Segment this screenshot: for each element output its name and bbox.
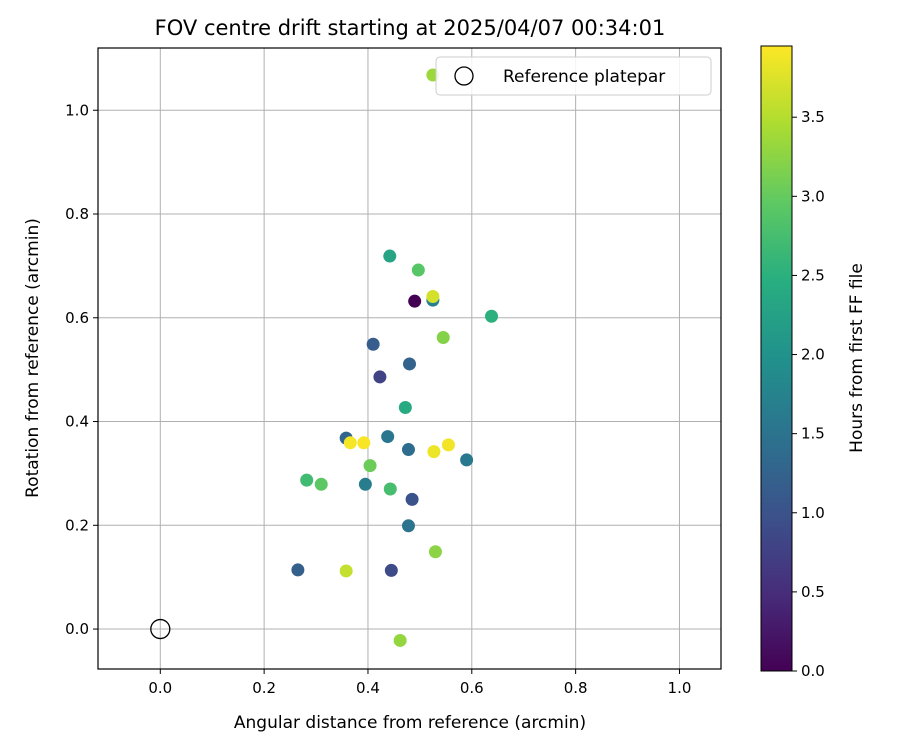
y-axis-ticks: 0.0 0.2 0.4 0.6 0.8 1.0 <box>65 101 98 638</box>
colorbar-tick-label: 2.0 <box>801 346 825 364</box>
colorbar <box>760 45 793 672</box>
data-point <box>441 438 455 452</box>
colorbar-tick-label: 3.0 <box>801 187 825 205</box>
data-point <box>401 443 415 457</box>
colorbar-tick-label: 3.5 <box>801 108 825 126</box>
y-tick-label: 0.8 <box>65 205 89 223</box>
data-point <box>383 482 397 496</box>
colorbar-tick-label: 1.0 <box>801 504 825 522</box>
grid <box>98 48 721 669</box>
legend-marker <box>454 66 474 86</box>
data-point <box>339 564 353 578</box>
x-tick-label: 0.4 <box>356 679 380 697</box>
colorbar-tick-label: 0.5 <box>801 583 825 601</box>
reference-platepar-marker <box>150 618 171 640</box>
data-point <box>373 370 387 384</box>
plot-frame <box>97 47 722 670</box>
data-point <box>403 357 416 371</box>
data-point <box>300 473 314 487</box>
data-point <box>398 401 412 415</box>
data-point <box>401 519 415 533</box>
data-point <box>485 309 499 323</box>
y-tick-label: 0.6 <box>65 309 89 327</box>
colorbar-tick-label: 1.5 <box>801 425 825 443</box>
reference-marker-group <box>150 618 171 640</box>
x-tick-label: 0.8 <box>564 679 588 697</box>
data-point <box>427 445 441 459</box>
colorbar-ticks: 0.0 0.5 1.0 1.5 2.0 2.5 3.0 3.5 <box>792 108 825 680</box>
data-point <box>314 477 328 491</box>
legend-label: Reference platepar <box>503 67 665 87</box>
data-point <box>393 633 407 647</box>
y-tick-label: 1.0 <box>65 101 89 119</box>
data-point <box>460 453 474 467</box>
y-tick-label: 0.4 <box>65 413 89 431</box>
data-point <box>381 430 395 444</box>
x-axis-ticks: 0.0 0.2 0.4 0.6 0.8 1.0 <box>148 669 691 697</box>
colorbar-tick-label: 0.0 <box>801 662 825 680</box>
y-tick-label: 0.2 <box>65 516 89 534</box>
colorbar-label: Hours from first FF file <box>847 263 867 453</box>
data-point <box>358 477 372 491</box>
data-point <box>426 290 440 304</box>
legend: Reference platepar <box>435 56 712 96</box>
data-point <box>343 436 357 450</box>
data-point <box>428 545 442 559</box>
data-point <box>408 294 422 308</box>
scatter-points <box>291 68 499 647</box>
x-tick-label: 0.6 <box>460 679 484 697</box>
x-axis-label: Angular distance from reference (arcmin) <box>234 713 586 733</box>
data-point <box>291 563 305 577</box>
data-point <box>357 436 371 450</box>
colorbar-tick-label: 2.5 <box>801 266 825 284</box>
chart-title: FOV centre drift starting at 2025/04/07 … <box>155 16 666 40</box>
y-tick-label: 0.0 <box>65 620 89 638</box>
x-tick-label: 0.2 <box>252 679 276 697</box>
data-point <box>405 492 419 506</box>
x-tick-label: 0.0 <box>148 679 172 697</box>
y-axis-label: Rotation from reference (arcmin) <box>23 218 43 498</box>
data-point <box>411 263 425 277</box>
x-tick-label: 1.0 <box>668 679 692 697</box>
data-point <box>383 249 397 263</box>
legend-box <box>435 56 712 96</box>
data-point <box>436 330 450 344</box>
data-point <box>384 563 398 577</box>
data-point <box>363 459 377 473</box>
data-point <box>366 337 380 351</box>
